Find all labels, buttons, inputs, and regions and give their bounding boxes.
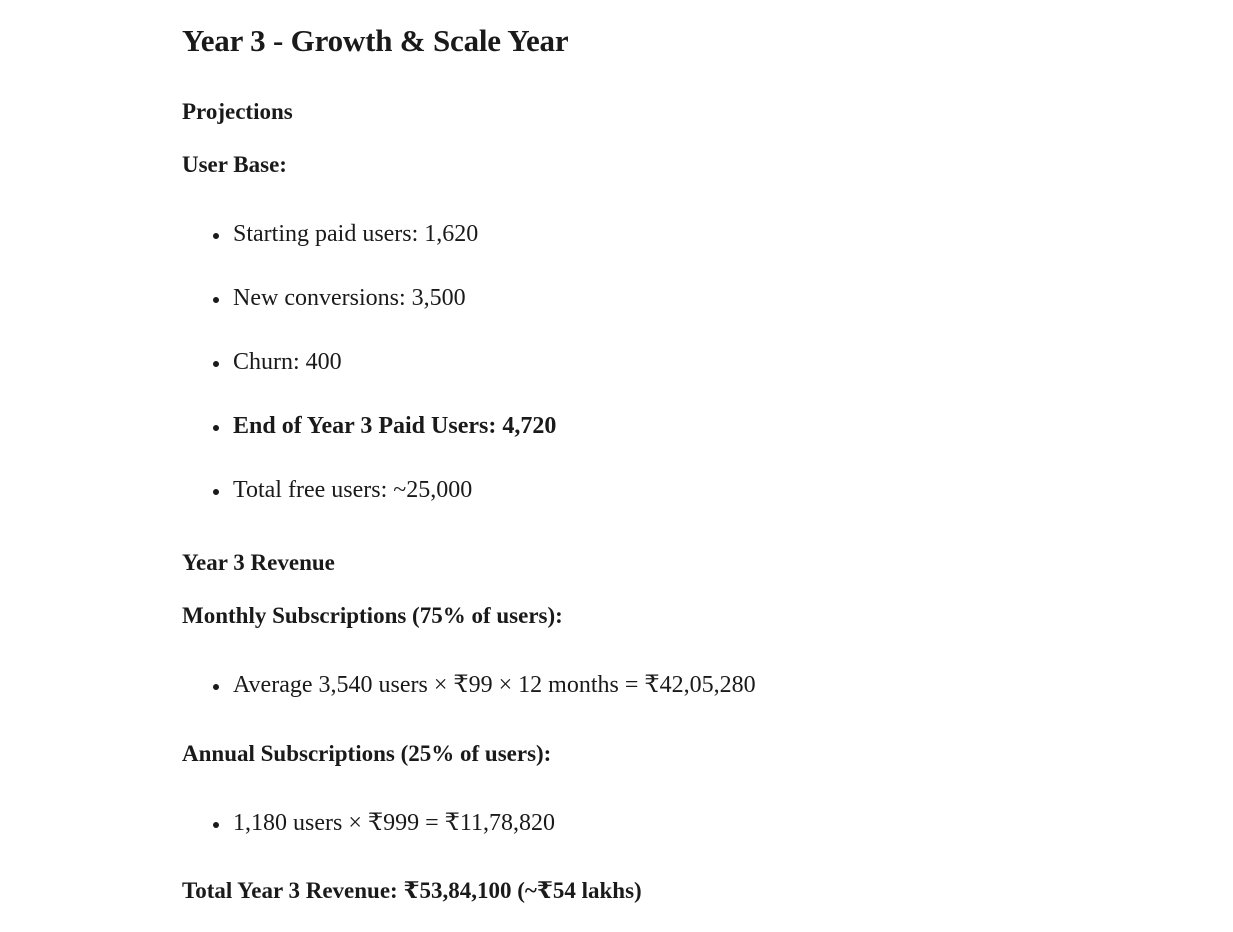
list-item-churn: Churn: 400 [231,348,1173,376]
user-base-list: Starting paid users: 1,620 New conversio… [182,220,1173,504]
heading-monthly-subscriptions: Monthly Subscriptions (75% of users): [182,603,563,629]
list-item-starting-paid-users: Starting paid users: 1,620 [231,220,1173,248]
heading-projections: Projections [182,99,293,125]
list-item-new-conversions: New conversions: 3,500 [231,284,1173,312]
list-item-total-free-users: Total free users: ~25,000 [231,476,1173,504]
heading-year-3-revenue: Year 3 Revenue [182,550,335,576]
total-year-3-revenue: Total Year 3 Revenue: ₹53,84,100 (~₹54 l… [182,878,642,904]
heading-user-base: User Base: [182,152,287,178]
heading-annual-subscriptions: Annual Subscriptions (25% of users): [182,741,552,767]
list-item-end-of-year-paid-users: End of Year 3 Paid Users: 4,720 [231,412,1173,440]
monthly-subscriptions-list: Average 3,540 users × ₹99 × 12 months = … [182,671,1173,699]
annual-subscriptions-list: 1,180 users × ₹999 = ₹11,78,820 [182,809,1173,837]
list-item-monthly-revenue-calc: Average 3,540 users × ₹99 × 12 months = … [231,671,1173,699]
list-item-annual-revenue-calc: 1,180 users × ₹999 = ₹11,78,820 [231,809,1173,837]
page-title: Year 3 - Growth & Scale Year [182,23,569,58]
document-body: Year 3 - Growth & Scale Year Projections… [0,0,1233,905]
